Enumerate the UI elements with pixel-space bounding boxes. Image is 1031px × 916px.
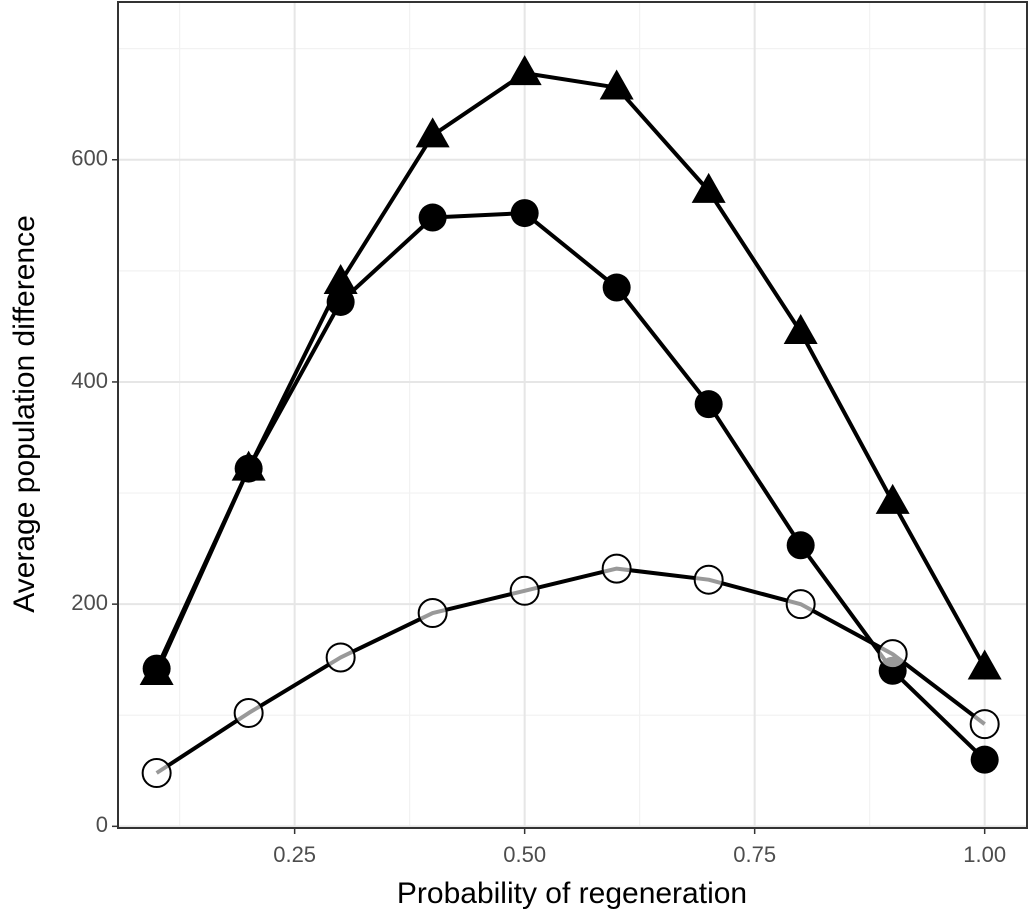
circle-marker <box>602 273 631 302</box>
series-line <box>155 566 986 775</box>
x-tick-label: 0.50 <box>503 842 546 867</box>
open-circle-marker <box>141 758 172 789</box>
circle-marker <box>970 745 999 774</box>
plot-border <box>117 1 1028 829</box>
y-tick-label: 600 <box>71 146 108 171</box>
triangle-marker <box>967 649 1002 680</box>
y-tick-label: 200 <box>71 590 108 615</box>
x-tick-label: 1.00 <box>963 842 1006 867</box>
triangle-marker <box>875 483 910 514</box>
triangle-marker <box>691 172 726 203</box>
series-line <box>154 211 987 762</box>
open-circle-marker <box>417 598 448 629</box>
open-circle-marker <box>233 698 264 729</box>
open-circle-marker <box>509 575 540 606</box>
x-axis-title: Probability of regeneration <box>397 877 747 910</box>
open-circle-marker <box>877 639 908 670</box>
triangle-marker <box>323 263 358 294</box>
circle-marker <box>418 203 447 232</box>
open-circle-marker <box>693 564 724 595</box>
y-axis-title: Average population difference <box>8 215 41 613</box>
triangle-marker <box>415 117 450 148</box>
circle-marker <box>694 390 723 419</box>
triangle-marker <box>599 69 634 100</box>
x-tick-label: 0.25 <box>273 842 316 867</box>
circle-marker <box>142 654 171 683</box>
open-circle-marker <box>601 553 632 584</box>
y-tick-label: 400 <box>71 368 108 393</box>
y-tick-label: 0 <box>96 812 108 837</box>
triangle-marker <box>507 55 542 86</box>
open-circle-marker <box>969 709 1000 740</box>
series-line <box>154 71 987 674</box>
circle-marker <box>234 454 263 483</box>
open-circle-marker <box>325 642 356 673</box>
triangle-marker <box>783 313 818 344</box>
x-tick-label: 0.75 <box>733 842 776 867</box>
circle-marker <box>326 287 355 316</box>
circle-marker <box>510 199 539 228</box>
circle-marker <box>786 531 815 560</box>
open-circle-marker <box>785 589 816 620</box>
